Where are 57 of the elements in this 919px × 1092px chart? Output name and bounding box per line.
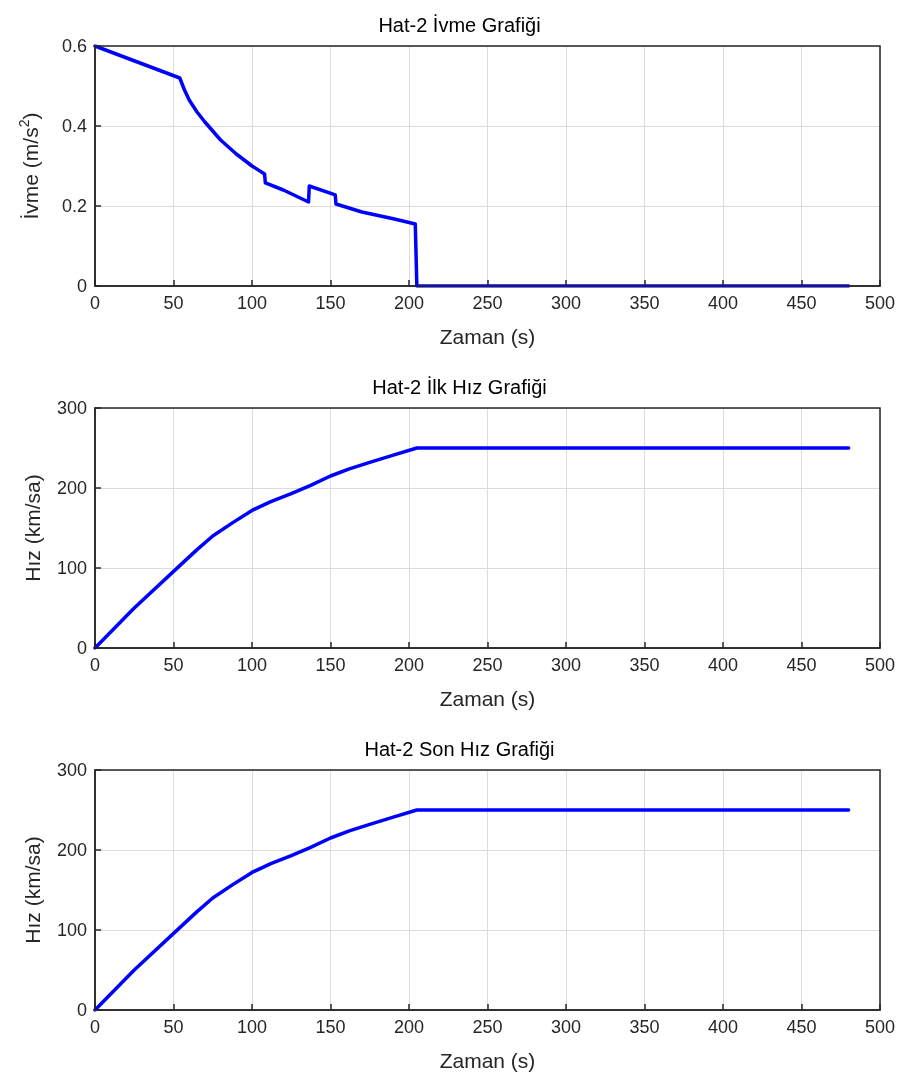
y-tick-label: 200 (56, 840, 87, 860)
y-tick-label: 0.4 (61, 116, 87, 136)
x-tick-label: 500 (864, 293, 896, 313)
x-tick-label: 500 (864, 655, 896, 675)
x-tick-label: 500 (864, 1017, 896, 1037)
x-tick-label: 0 (89, 293, 101, 313)
y-tick-label: 300 (56, 760, 87, 780)
x-tick-label: 100 (236, 655, 268, 675)
x-tick-label: 400 (707, 293, 739, 313)
x-tick-label: 200 (393, 1017, 425, 1037)
x-tick-label: 450 (786, 655, 817, 675)
y-tick-label: 300 (56, 398, 87, 418)
x-tick-label: 400 (707, 655, 739, 675)
y-axis-title: Hız (km/sa) (21, 836, 44, 944)
x-tick-label: 50 (163, 655, 184, 675)
y-tick-label: 0 (76, 276, 87, 296)
x-tick-label: 50 (163, 293, 184, 313)
y-axis-title: Hız (km/sa) (21, 474, 44, 582)
line-series (93, 44, 851, 288)
x-tick-label: 350 (629, 293, 660, 313)
x-tick-label: 200 (393, 293, 425, 313)
y-tick-label: 0.6 (61, 36, 87, 56)
x-axis-title: Zaman (s) (439, 687, 536, 710)
x-tick-label: 150 (315, 1017, 346, 1037)
x-tick-label: 150 (315, 293, 346, 313)
chart-title: Hat-2 Son Hız Grafiği (364, 738, 555, 760)
x-tick-label: 250 (472, 293, 503, 313)
y-tick-label: 200 (56, 478, 87, 498)
x-tick-label: 400 (707, 1017, 739, 1037)
x-tick-label: 100 (236, 1017, 268, 1037)
x-axis-title: Zaman (s) (439, 1049, 536, 1072)
y-tick-label: 0 (76, 1000, 87, 1020)
x-tick-label: 0 (89, 1017, 101, 1037)
x-tick-label: 450 (786, 1017, 817, 1037)
x-tick-label: 300 (550, 293, 582, 313)
line-series (93, 808, 851, 1012)
x-tick-label: 350 (629, 655, 660, 675)
y-tick-label: 100 (56, 558, 87, 578)
y-tick-label: 0.2 (61, 196, 87, 216)
x-tick-label: 50 (163, 1017, 184, 1037)
chart-title: Hat-2 İvme Grafiği (378, 14, 541, 36)
x-tick-label: 150 (315, 655, 346, 675)
x-tick-label: 250 (472, 655, 503, 675)
x-tick-label: 0 (89, 655, 101, 675)
x-tick-label: 350 (629, 1017, 660, 1037)
line-series (93, 446, 851, 650)
y-tick-label: 100 (56, 920, 87, 940)
y-axis-title: İvme (m/s2) (16, 112, 42, 220)
x-tick-label: 300 (550, 1017, 582, 1037)
x-tick-label: 450 (786, 293, 817, 313)
x-tick-label: 200 (393, 655, 425, 675)
x-axis-title: Zaman (s) (439, 325, 536, 348)
x-tick-label: 100 (236, 293, 268, 313)
chart-title: Hat-2 İlk Hız Grafiği (372, 376, 547, 398)
x-tick-label: 250 (472, 1017, 503, 1037)
x-tick-label: 300 (550, 655, 582, 675)
y-tick-label: 0 (76, 638, 87, 658)
